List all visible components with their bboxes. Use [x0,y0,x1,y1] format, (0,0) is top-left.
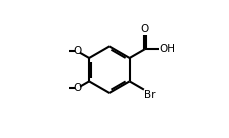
Bar [75,86,80,90]
Text: O: O [73,83,81,93]
Text: OH: OH [158,44,174,54]
Bar [75,49,80,53]
Text: O: O [140,24,148,34]
Text: Br: Br [144,90,155,100]
Text: O: O [73,46,81,56]
